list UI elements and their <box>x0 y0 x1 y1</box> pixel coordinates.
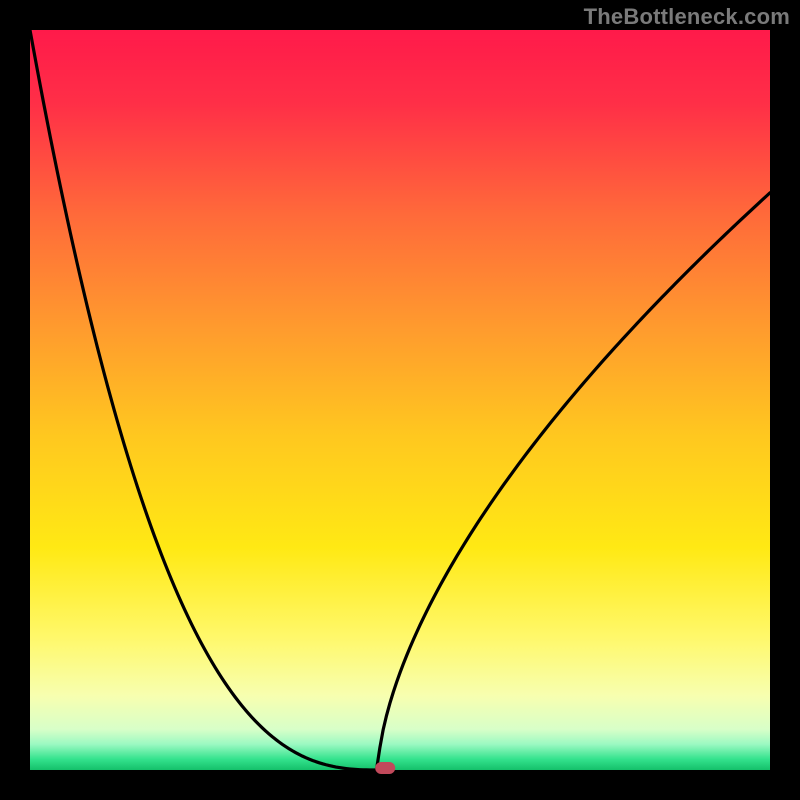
gradient-background <box>30 30 770 770</box>
chart-container: TheBottleneck.com <box>0 0 800 800</box>
bottleneck-chart <box>0 0 800 800</box>
watermark-label: TheBottleneck.com <box>584 4 790 30</box>
optimal-marker <box>375 762 395 774</box>
